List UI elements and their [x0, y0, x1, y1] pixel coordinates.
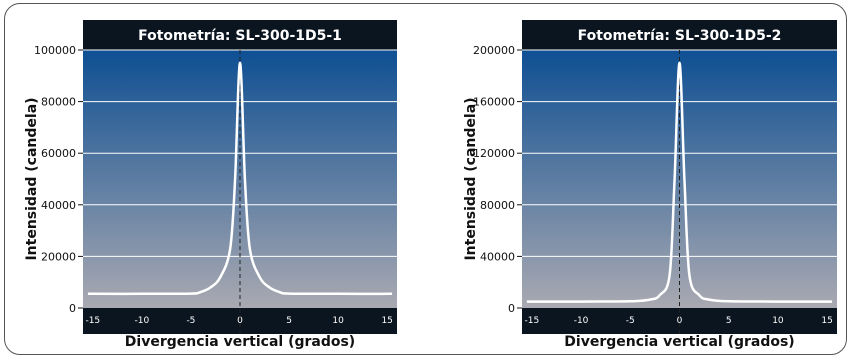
x-axis-title: Divergencia vertical (grados) — [125, 334, 355, 350]
y-axis-title: Intensidad (candela) — [463, 97, 479, 260]
chart-right: Fotometría: SL-300-1D5-2 0 40000 80000 12000… — [463, 20, 837, 350]
y-tick-label: 120000 — [473, 147, 515, 160]
x-tick-label: 10 — [332, 316, 344, 326]
y-tick-label: 40000 — [41, 199, 76, 212]
x-tick-label: 5 — [286, 316, 292, 326]
y-tick-label: 80000 — [480, 199, 515, 212]
x-tick-label: 0 — [237, 316, 243, 326]
y-tick-label: 60000 — [41, 147, 76, 160]
y-tick-label: 0 — [69, 302, 76, 315]
x-tick-label: -5 — [186, 316, 195, 326]
x-axis-title: Divergencia vertical (grados) — [564, 334, 794, 350]
x-tick-label: -10 — [574, 316, 589, 326]
x-tick-label: -15 — [85, 316, 100, 326]
chart-title: Fotometría: SL-300-1D5-1 — [138, 28, 342, 44]
x-tick-label: 15 — [381, 316, 392, 326]
chart-title: Fotometría: SL-300-1D5-2 — [578, 28, 782, 44]
y-tick-label: 100000 — [34, 44, 76, 57]
y-tick-label: 80000 — [41, 96, 76, 109]
y-tick-label: 0 — [508, 302, 515, 315]
title-band — [83, 20, 397, 50]
y-axis-title: Intensidad (candela) — [24, 97, 40, 260]
x-tick-label: -15 — [524, 316, 539, 326]
x-tick-label: -5 — [626, 316, 635, 326]
y-tick-label: 40000 — [480, 250, 515, 263]
title-band — [522, 20, 837, 50]
x-tick-label: 5 — [726, 316, 732, 326]
x-tick-label: 10 — [772, 316, 784, 326]
x-tick-label: -10 — [135, 316, 150, 326]
y-tick-label: 200000 — [473, 44, 515, 57]
y-tick-label: 160000 — [473, 96, 515, 109]
x-tick-label: 15 — [821, 316, 832, 326]
chart-left: Fotometría: SL-300-1D5-1 0 20000 40000 60000… — [24, 20, 397, 350]
x-tick-label: 0 — [677, 316, 683, 326]
y-tick-label: 20000 — [41, 250, 76, 263]
